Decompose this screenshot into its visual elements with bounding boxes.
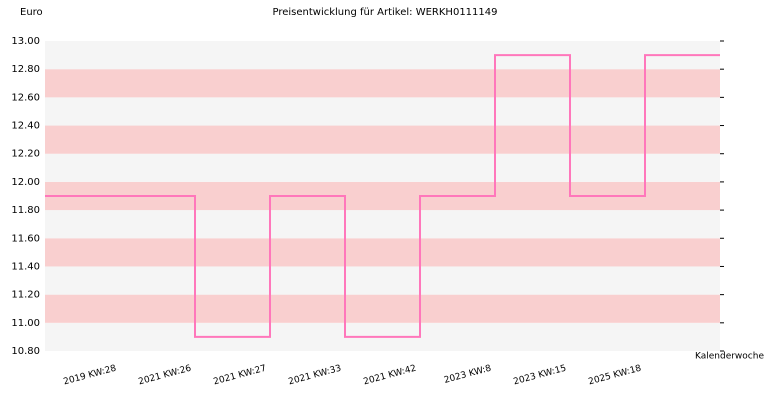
y-tick-label: 11.00 xyxy=(11,318,40,329)
y-tick-label: 11.40 xyxy=(11,261,40,272)
band xyxy=(45,210,720,239)
x-tick-label: 2023 KW:8 xyxy=(443,364,493,386)
y-tick-label: 12.60 xyxy=(11,92,40,103)
x-tick-label: 2019 KW:28 xyxy=(62,364,117,388)
x-axis-label: Kalenderwoche xyxy=(695,352,764,362)
band xyxy=(45,266,720,295)
y-tick-label: 10.80 xyxy=(11,346,40,357)
x-tick-label: 2021 KW:33 xyxy=(287,364,342,388)
band xyxy=(45,294,720,323)
band xyxy=(45,238,720,267)
x-tick-label: 2021 KW:26 xyxy=(137,364,192,388)
price-line xyxy=(45,54,720,338)
y-tick-label: 12.80 xyxy=(11,64,40,75)
y-tick-label: 12.20 xyxy=(11,149,40,160)
x-tick-label: 2025 KW:18 xyxy=(587,364,642,388)
y-tick-label: 11.80 xyxy=(11,205,40,216)
y-tick-label: 11.60 xyxy=(11,233,40,244)
band xyxy=(45,153,720,182)
band xyxy=(45,125,720,154)
y-tick-label: 13.00 xyxy=(11,36,40,47)
y-tick-label: 12.00 xyxy=(11,177,40,188)
y-tick-label: 12.40 xyxy=(11,121,40,132)
x-tick-label: 2023 KW:15 xyxy=(512,364,567,388)
band xyxy=(45,69,720,98)
x-tick-label: 2021 KW:42 xyxy=(362,364,417,388)
y-axis-label: Euro xyxy=(20,7,43,18)
chart-title: Preisentwicklung für Artikel: WERKH01111… xyxy=(272,7,497,18)
x-tick-label: 2021 KW:27 xyxy=(212,364,267,388)
y-tick-label: 11.20 xyxy=(11,290,40,301)
band xyxy=(45,97,720,126)
band xyxy=(45,41,720,70)
